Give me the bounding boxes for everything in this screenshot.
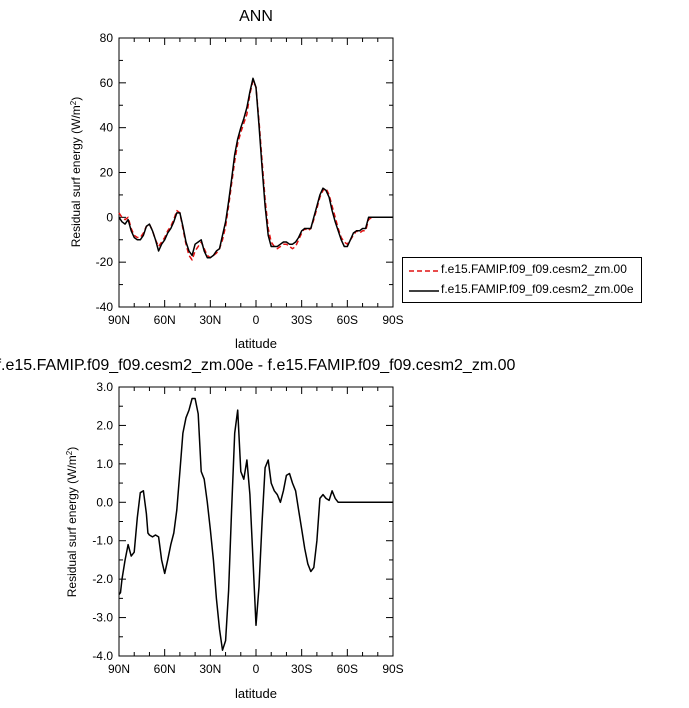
top-x-tick-label: 30S xyxy=(291,313,312,327)
bottom-y-tick-label: -3.0 xyxy=(92,611,113,625)
bottom-y-axis-label-sup: 2 xyxy=(65,450,74,455)
top-plot-frame xyxy=(118,37,394,308)
bottom-x-tick-label: 0 xyxy=(253,662,260,676)
bottom-x-tick-label: 90N xyxy=(108,662,130,676)
top-series-line-2 xyxy=(118,77,393,259)
top-x-axis-label: latitude xyxy=(235,336,277,351)
bottom-x-tick-label: 60S xyxy=(337,662,358,676)
bottom-panel: f.e15.FAMIP.f09_f09.cesm2_zm.00e - f.e15… xyxy=(0,357,516,701)
top-x-tick-label: 90N xyxy=(108,313,130,327)
top-x-tick-label: 30N xyxy=(199,313,221,327)
top-y-tick-label: 60 xyxy=(100,76,114,90)
top-y-tick-label: 20 xyxy=(100,166,114,180)
legend-entry-series-2: f.e15.FAMIP.f09_f09.cesm2_zm.00e xyxy=(403,281,641,299)
bottom-chart-title: f.e15.FAMIP.f09_f09.cesm2_zm.00e - f.e15… xyxy=(0,357,516,374)
legend-label-series-2: f.e15.FAMIP.f09_f09.cesm2_zm.00e xyxy=(441,282,634,296)
top-x-tick-label: 90S xyxy=(382,313,403,327)
bottom-y-axis-label-close: ) xyxy=(65,447,79,451)
top-y-tick-label: -20 xyxy=(96,255,114,269)
bottom-y-tick-label: -1.0 xyxy=(92,534,113,548)
bottom-y-tick-label: 2.0 xyxy=(96,418,113,432)
bottom-x-tick-label: 90S xyxy=(382,662,403,676)
legend-swatch-solid-black xyxy=(409,290,439,292)
bottom-y-tick-label: -2.0 xyxy=(92,572,113,586)
top-y-tick-label: 80 xyxy=(100,31,114,45)
legend-swatch-dashed-red xyxy=(409,270,439,272)
top-x-tick-label: 60S xyxy=(337,313,358,327)
bottom-y-axis-label-main: Residual surf energy (W/m xyxy=(65,455,79,597)
top-legend: f.e15.FAMIP.f09_f09.cesm2_zm.00 f.e15.FA… xyxy=(402,257,642,303)
top-x-tick-label: 60N xyxy=(154,313,176,327)
top-y-axis-label-sup: 2 xyxy=(69,100,78,105)
top-x-tick-label: 0 xyxy=(253,313,260,327)
bottom-x-tick-label: 30N xyxy=(199,662,221,676)
top-y-tick-label: -40 xyxy=(96,300,114,314)
top-y-tick-label: 40 xyxy=(100,121,114,135)
top-y-tick-label: 0 xyxy=(106,210,113,224)
bottom-y-tick-label: -4.0 xyxy=(92,649,113,663)
bottom-y-tick-label: 3.0 xyxy=(96,380,113,394)
bottom-plot-area: 90N 60N 30N 0 30S 60S 90S -4.0 -3.0 -2.0 -1.0 0.0 1.… xyxy=(92,380,403,676)
top-chart-title: ANN xyxy=(239,8,273,25)
bottom-y-tick-label: 1.0 xyxy=(96,457,113,471)
top-y-axis-label-main: Residual surf energy (W/m xyxy=(69,105,83,247)
bottom-series-line-1 xyxy=(118,397,393,651)
bottom-x-tick-label: 60N xyxy=(154,662,176,676)
bottom-x-axis-label: latitude xyxy=(235,686,277,701)
top-y-axis-label: Residual surf energy (W/m2) xyxy=(69,97,84,248)
bottom-x-tick-label: 30S xyxy=(291,662,312,676)
top-y-axis-label-close: ) xyxy=(69,97,83,101)
bottom-y-tick-label: 0.0 xyxy=(96,495,113,509)
top-plot-area: 90N 60N 30N 0 30S 60S 90S -40 -20 0 20 40 60 80 xyxy=(96,31,404,327)
bottom-y-axis-label: Residual surf energy (W/m2) xyxy=(65,447,80,598)
top-panel: ANN 90N 60N 30N 0 30S 60S 90S -40 -20 0 20 40 60 80 l… xyxy=(69,8,404,351)
top-series-line-1 xyxy=(118,79,393,261)
legend-entry-series-1: f.e15.FAMIP.f09_f09.cesm2_zm.00 xyxy=(403,261,641,279)
legend-label-series-1: f.e15.FAMIP.f09_f09.cesm2_zm.00 xyxy=(441,262,627,276)
